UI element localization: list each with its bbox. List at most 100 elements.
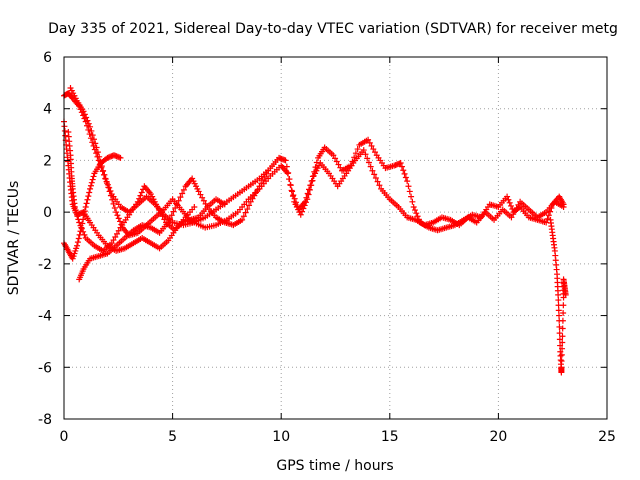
data-point: [559, 317, 566, 324]
data-point: [74, 239, 81, 246]
data-point: [406, 188, 413, 195]
data-point: [81, 208, 88, 215]
data-point: [173, 201, 180, 208]
data-point: [82, 203, 89, 210]
data-point: [84, 117, 91, 124]
data-point: [299, 208, 306, 215]
data-point: [300, 205, 307, 212]
series-track-2: [61, 118, 567, 254]
data-point: [137, 192, 144, 199]
data-point: [71, 203, 78, 210]
data-point: [259, 177, 266, 184]
data-point: [94, 149, 101, 156]
data-point: [410, 203, 417, 210]
data-point: [287, 181, 294, 188]
data-point: [117, 218, 124, 225]
data-point: [376, 182, 383, 189]
data-point: [261, 173, 268, 180]
data-point: [351, 154, 358, 161]
data-point: [288, 187, 295, 194]
data-point: [305, 191, 312, 198]
y-tick-label: 2: [43, 153, 52, 169]
y-tick-label: 6: [43, 50, 52, 66]
data-point: [83, 114, 90, 121]
data-point: [556, 323, 563, 330]
data-point: [240, 213, 247, 220]
data-point: [555, 297, 562, 304]
x-axis-label: GPS time / hours: [276, 458, 393, 474]
x-tick-label: 20: [489, 429, 507, 445]
data-point: [369, 167, 376, 174]
y-tick-label: 4: [43, 102, 52, 118]
data-point: [304, 190, 311, 197]
data-point: [239, 216, 246, 223]
data-point: [74, 242, 81, 249]
data-point: [362, 151, 369, 158]
data-point: [246, 202, 253, 209]
x-tick-label: 10: [272, 429, 290, 445]
data-point: [556, 330, 563, 337]
data-point: [397, 160, 404, 167]
data-point: [80, 228, 87, 235]
data-point: [249, 195, 256, 202]
data-point: [558, 351, 565, 358]
data-point: [87, 123, 94, 130]
data-point: [555, 291, 562, 298]
data-point: [168, 212, 175, 219]
data-point: [72, 207, 79, 214]
data-point: [85, 120, 92, 127]
data-point: [247, 198, 254, 205]
data-point: [304, 196, 311, 203]
data-point: [511, 208, 518, 215]
data-point: [77, 222, 84, 229]
data-point: [108, 240, 115, 247]
plot-frame: [63, 56, 608, 420]
data-point: [75, 216, 82, 223]
data-point: [398, 163, 405, 170]
data-point: [93, 144, 100, 151]
data-point: [413, 210, 420, 217]
data-point: [513, 205, 520, 212]
data-point: [74, 213, 81, 220]
data-point: [199, 194, 206, 201]
data-point: [87, 182, 94, 189]
data-point: [114, 212, 121, 219]
data-point: [254, 186, 261, 193]
data-point: [170, 208, 177, 215]
data-point: [368, 142, 375, 149]
y-tick-label: 0: [43, 205, 52, 221]
data-point: [365, 159, 372, 166]
data-point: [545, 212, 552, 219]
data-point: [85, 126, 92, 133]
data-point: [89, 176, 96, 183]
data-point: [85, 193, 92, 200]
data-point: [156, 207, 163, 214]
data-point: [560, 203, 567, 210]
y-tick-label: -8: [38, 412, 52, 428]
data-point: [506, 199, 513, 206]
series-track-4: [76, 167, 272, 283]
data-point: [242, 209, 249, 216]
data-point: [115, 227, 122, 234]
data-point: [109, 196, 116, 203]
x-tick-label: 0: [60, 429, 69, 445]
data-point: [202, 200, 209, 207]
x-tick-label: 15: [381, 429, 399, 445]
data-point: [366, 139, 373, 146]
x-tick-label: 5: [168, 429, 177, 445]
data-point: [510, 211, 517, 218]
data-point: [559, 333, 566, 340]
data-point: [555, 307, 562, 314]
data-point: [364, 155, 371, 162]
data-point: [360, 147, 367, 154]
data-point: [335, 161, 342, 168]
data-point: [560, 302, 567, 309]
data-point: [333, 158, 340, 165]
data-point: [115, 215, 122, 222]
data-point: [332, 155, 339, 162]
data-point: [96, 153, 103, 160]
data-point: [308, 182, 315, 189]
data-point: [371, 171, 378, 178]
data-point: [263, 170, 270, 177]
data-point: [73, 210, 80, 217]
